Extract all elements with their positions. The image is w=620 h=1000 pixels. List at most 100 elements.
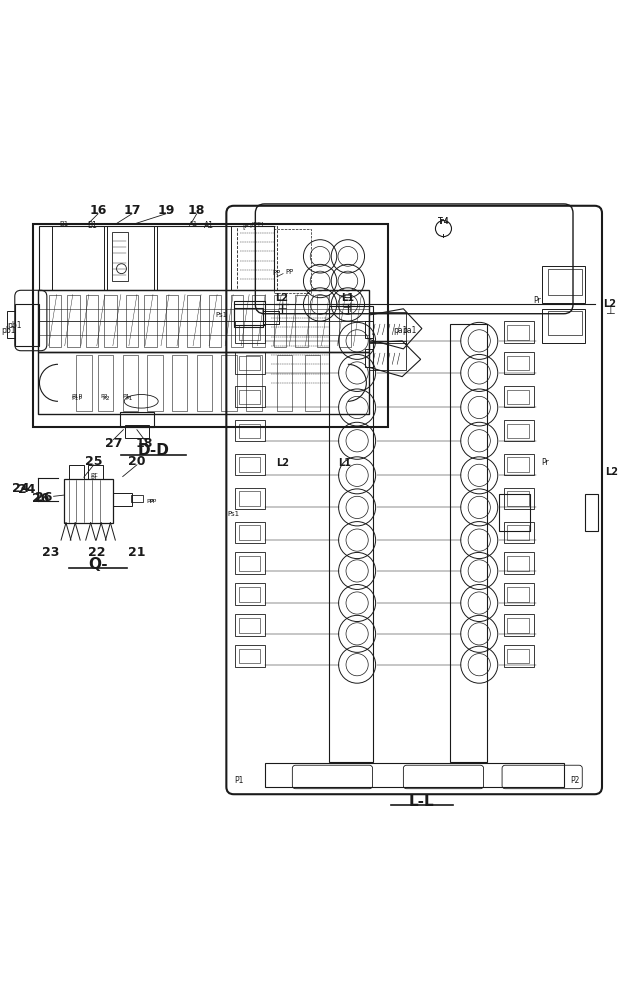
Bar [235,552,265,574]
Text: PT: PT [90,473,97,478]
Bar [209,295,221,347]
Bar [277,355,293,411]
Text: 26: 26 [35,491,53,504]
Text: L2: L2 [277,458,290,468]
Text: 21: 21 [128,546,146,559]
Bar [499,494,530,531]
Text: 18: 18 [136,437,153,450]
Bar [197,355,212,411]
Bar [504,552,534,574]
Bar [144,295,157,347]
Bar [507,356,529,370]
Bar [304,355,320,411]
Bar [112,232,128,281]
Bar [69,465,84,479]
Text: 25: 25 [85,455,102,468]
Text: P1: P1 [234,776,244,785]
Text: L1: L1 [339,458,352,468]
Bar [507,556,529,571]
Text: L-L: L-L [409,794,435,809]
Bar [370,341,407,370]
Text: Pr: Pr [533,296,541,305]
Bar [585,494,598,531]
Text: P1P: P1P [71,394,82,399]
Text: 24: 24 [19,483,36,496]
Bar [67,295,79,347]
Bar [148,355,163,411]
Text: 17: 17 [123,204,141,217]
Text: 18: 18 [188,204,205,217]
Bar [504,583,534,605]
Bar [504,352,534,374]
Text: Tr4: Tr4 [438,217,450,226]
Bar [98,355,113,411]
Text: PT: PT [90,476,97,481]
Text: 27: 27 [105,437,122,450]
Bar [126,295,138,347]
Bar [239,424,260,438]
Text: P1P: P1P [71,396,82,401]
Text: [PT]: [PT] [251,221,264,226]
Text: pa1: pa1 [402,326,417,335]
Bar [235,488,265,509]
Bar [507,649,529,663]
Bar [187,295,200,347]
Text: P1: P1 [125,396,133,401]
Bar [246,355,262,411]
Text: 20: 20 [128,455,146,468]
Text: Pr: Pr [541,458,549,467]
Text: Q-: Q- [88,557,108,572]
Bar [317,295,329,347]
Bar [548,269,582,295]
Bar [104,295,117,347]
Bar [296,295,308,347]
Bar [40,226,274,290]
Text: A1: A1 [189,221,198,227]
Bar [507,525,529,540]
Bar [7,311,15,338]
Bar [542,266,585,303]
Bar [339,295,351,347]
Bar [504,614,534,636]
Bar [507,424,529,438]
Bar [239,556,260,571]
Text: L2: L2 [275,293,288,303]
Bar [239,587,260,602]
Bar [365,349,373,367]
Text: P2: P2 [570,776,580,785]
Bar [15,304,40,346]
Text: 24: 24 [12,482,30,495]
Bar [235,420,265,441]
Bar [239,491,260,506]
Bar [123,355,138,411]
Bar [239,649,260,663]
Bar [548,311,582,335]
Bar [33,224,388,427]
Bar [239,457,260,472]
Bar [120,412,154,427]
Text: A1: A1 [204,221,214,230]
Text: Ps1: Ps1 [216,312,228,318]
Bar [504,645,534,667]
Text: D-D: D-D [138,443,169,458]
Text: 16: 16 [89,204,107,217]
Bar [235,522,265,543]
Bar [370,312,407,343]
Bar [234,308,264,327]
Bar [235,321,265,343]
Text: P2: P2 [102,396,110,401]
Text: PP: PP [273,270,281,276]
Bar [87,465,103,479]
Bar [504,321,534,343]
Bar [231,295,243,347]
Text: ─┤: ─┤ [343,302,353,312]
Text: pa1: pa1 [393,326,407,335]
Bar [52,226,107,290]
Text: [PT]: [PT] [242,222,256,229]
Bar [264,311,279,324]
Bar [274,295,286,347]
Bar [131,495,143,502]
Bar [252,295,265,347]
Bar [104,226,154,290]
Bar [172,355,187,411]
